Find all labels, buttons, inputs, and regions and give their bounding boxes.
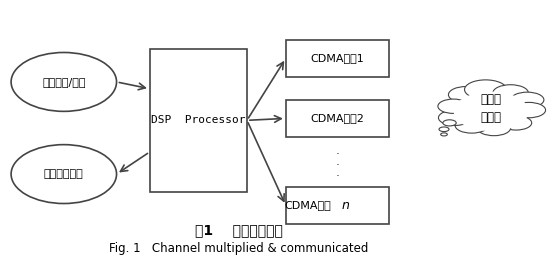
Circle shape: [465, 80, 507, 99]
Text: CDMA通道2: CDMA通道2: [310, 113, 364, 123]
Ellipse shape: [11, 52, 117, 111]
Text: 控制信号译码: 控制信号译码: [44, 169, 84, 179]
Circle shape: [477, 120, 511, 136]
Ellipse shape: [454, 92, 529, 131]
Text: $n$: $n$: [341, 199, 350, 212]
FancyBboxPatch shape: [150, 49, 247, 192]
Circle shape: [511, 92, 544, 108]
Text: ·
·
·: · · ·: [335, 148, 340, 183]
Circle shape: [438, 110, 472, 125]
Text: CDMA通道1: CDMA通道1: [310, 53, 364, 63]
FancyBboxPatch shape: [286, 40, 388, 77]
Circle shape: [443, 120, 456, 126]
Circle shape: [455, 118, 488, 133]
FancyBboxPatch shape: [286, 187, 388, 224]
Circle shape: [441, 133, 447, 136]
Ellipse shape: [447, 88, 536, 134]
Circle shape: [493, 85, 528, 101]
Circle shape: [501, 116, 532, 130]
Text: 图1    多路捆绑传输: 图1 多路捆绑传输: [195, 223, 282, 237]
Circle shape: [438, 99, 469, 113]
Circle shape: [439, 127, 449, 132]
Text: 无线数
据上传: 无线数 据上传: [481, 93, 502, 124]
Text: CDMA通道: CDMA通道: [285, 200, 332, 210]
Text: Fig. 1   Channel multiplied & communicated: Fig. 1 Channel multiplied & communicated: [109, 242, 369, 255]
Circle shape: [448, 87, 484, 103]
Circle shape: [512, 102, 546, 118]
Text: DSP  Processor: DSP Processor: [151, 115, 246, 125]
Text: 视频采集/压缩: 视频采集/压缩: [42, 77, 85, 87]
Ellipse shape: [11, 145, 117, 204]
FancyBboxPatch shape: [286, 100, 388, 137]
